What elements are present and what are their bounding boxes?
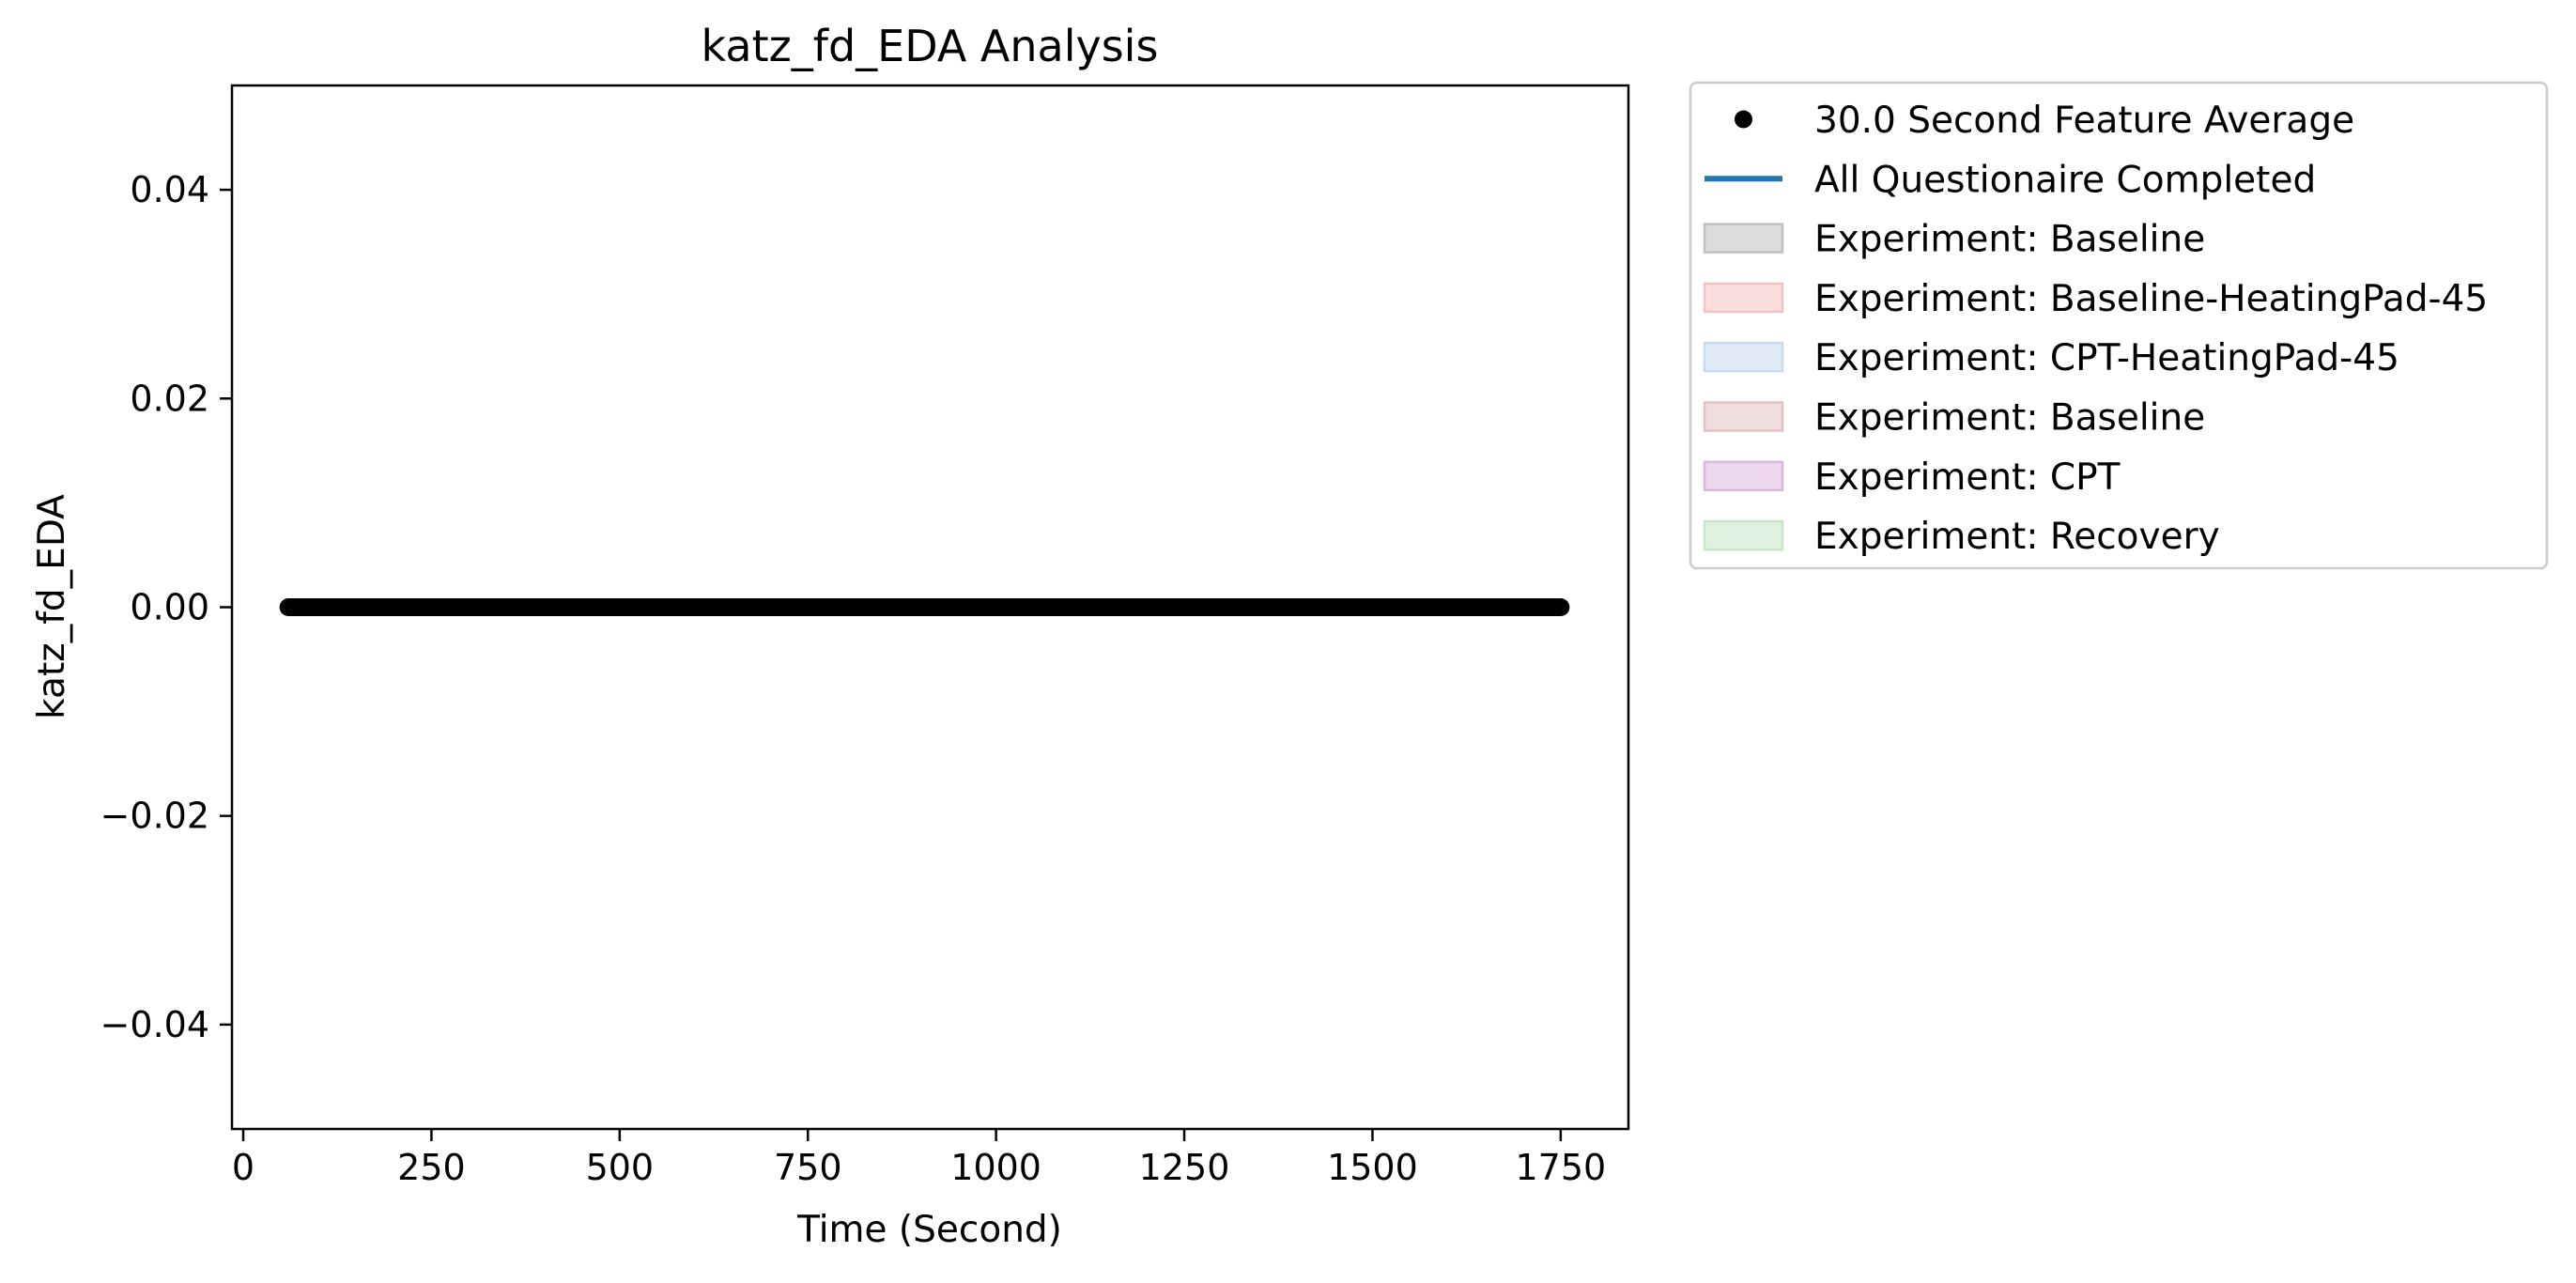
x-tick-label: 0 xyxy=(232,1147,255,1188)
legend-frame xyxy=(1689,81,2549,570)
legend-entry: Experiment: Recovery xyxy=(1703,516,2220,558)
y-tick-label: 0.02 xyxy=(130,378,209,419)
legend-entry: Experiment: CPT-HeatingPad-45 xyxy=(1703,337,2399,379)
legend-entry: All Questionaire Completed xyxy=(1704,159,2316,201)
legend-label: All Questionaire Completed xyxy=(1814,159,2316,201)
legend-label: Experiment: Baseline-HeatingPad-45 xyxy=(1814,278,2488,320)
y-tick-label: 0.00 xyxy=(130,587,209,628)
legend-swatch xyxy=(1703,401,1784,432)
x-tick-label: 1000 xyxy=(950,1147,1041,1188)
x-axis: 0 250 500 750 1000 1250 1500 1750 xyxy=(232,1129,1606,1188)
legend-swatch xyxy=(1703,223,1784,254)
y-tick-label: −0.04 xyxy=(100,1004,209,1045)
x-axis-label: Time (Second) xyxy=(796,1209,1062,1251)
y-axis-label: katz_fd_EDA xyxy=(31,494,73,719)
legend: 30.0 Second Feature Average All Questiona… xyxy=(1689,81,2549,570)
x-tick-label: 1250 xyxy=(1139,1147,1230,1188)
legend-label: 30.0 Second Feature Average xyxy=(1814,100,2354,142)
legend-label: Experiment: Baseline xyxy=(1814,219,2205,261)
chart-title: katz_fd_EDA Analysis xyxy=(702,21,1159,71)
legend-entry: Experiment: Baseline-HeatingPad-45 xyxy=(1703,278,2488,320)
data-point xyxy=(1551,598,1570,616)
legend-entry: Experiment: Baseline xyxy=(1703,219,2205,261)
legend-label: Experiment: CPT-HeatingPad-45 xyxy=(1814,337,2399,379)
legend-label: Experiment: CPT xyxy=(1814,456,2121,499)
legend-label: Experiment: Baseline xyxy=(1814,397,2205,440)
legend-marker xyxy=(1735,110,1752,129)
legend-entry: 30.0 Second Feature Average xyxy=(1735,100,2354,142)
y-tick-label: 0.04 xyxy=(130,169,209,210)
series-0 xyxy=(279,598,1570,616)
x-tick-label: 500 xyxy=(586,1147,655,1188)
x-tick-label: 1500 xyxy=(1327,1147,1418,1188)
legend-entries: 30.0 Second Feature Average All Questiona… xyxy=(1703,100,2488,558)
legend-swatch xyxy=(1703,519,1784,551)
legend-swatch xyxy=(1703,282,1784,314)
y-axis: 0.04 0.02 0.00 −0.02 −0.04 xyxy=(100,169,232,1045)
legend-entry: Experiment: Baseline xyxy=(1703,397,2205,440)
legend-label: Experiment: Recovery xyxy=(1814,516,2220,558)
legend-swatch xyxy=(1703,341,1784,373)
legend-swatch xyxy=(1703,460,1784,492)
y-tick-label: −0.02 xyxy=(100,796,209,837)
x-tick-label: 750 xyxy=(774,1147,842,1188)
legend-entry: Experiment: CPT xyxy=(1703,456,2121,499)
x-tick-label: 250 xyxy=(397,1147,466,1188)
plot-area xyxy=(279,598,1570,616)
x-tick-label: 1750 xyxy=(1515,1147,1606,1188)
